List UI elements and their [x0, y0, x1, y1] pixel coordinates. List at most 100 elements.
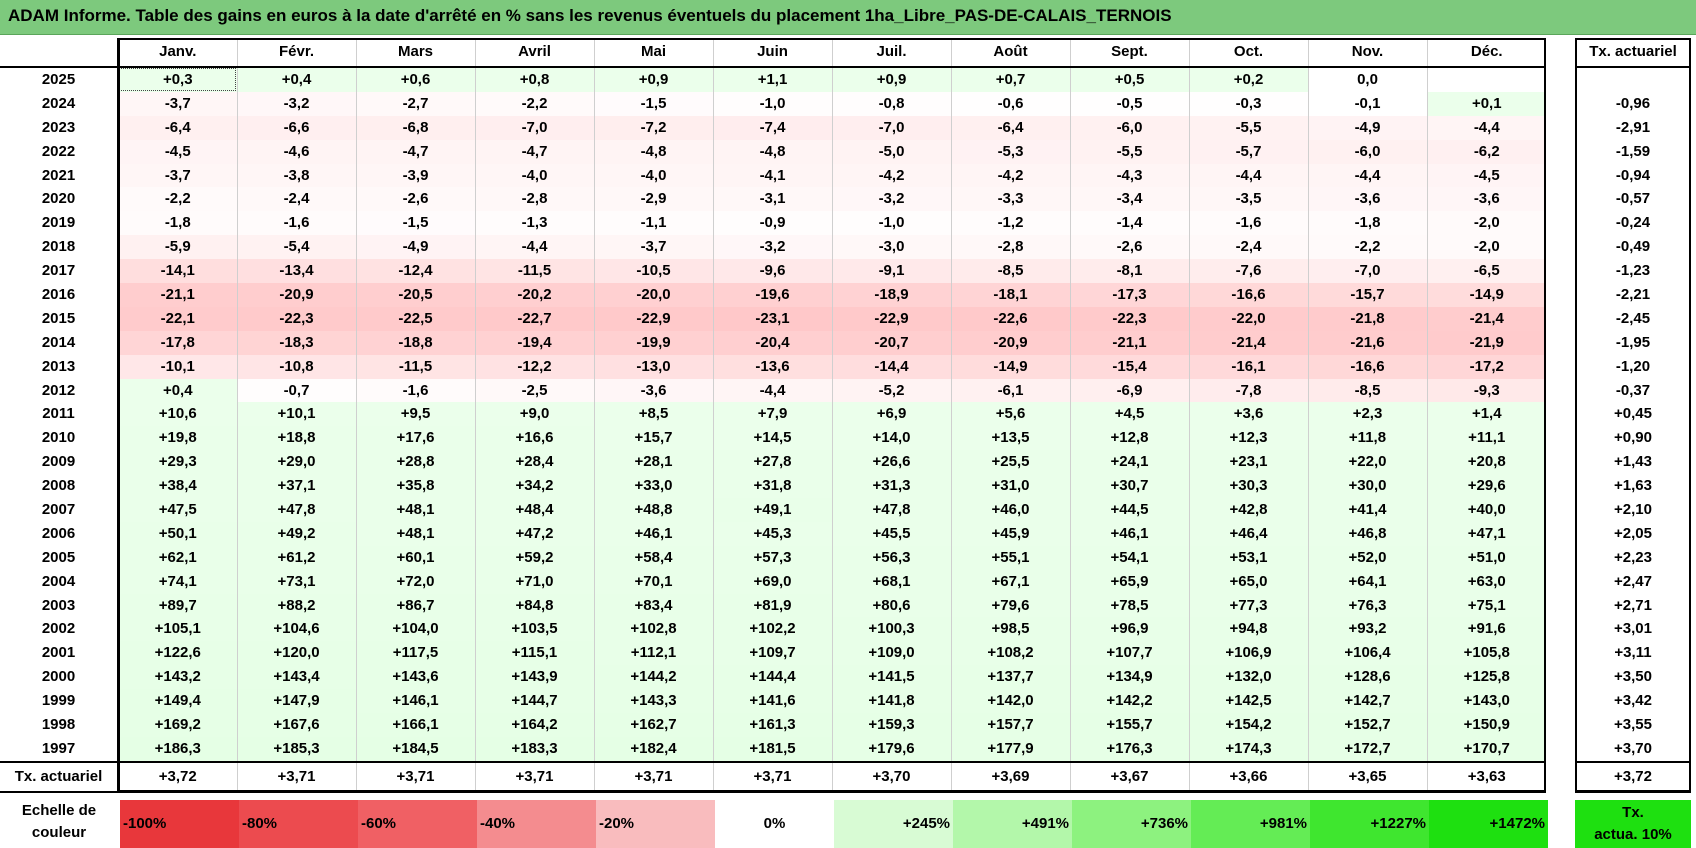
gain-cell[interactable]: -3,1 — [713, 187, 833, 212]
actuariel-month-cell[interactable]: +3,70 — [832, 760, 952, 793]
gain-cell[interactable]: -4,2 — [832, 163, 952, 188]
gain-cell[interactable]: -17,8 — [118, 330, 238, 355]
gain-cell[interactable]: -12,4 — [356, 259, 476, 284]
actuariel-cell[interactable]: -0,24 — [1615, 214, 1651, 232]
gain-cell[interactable]: -2,5 — [475, 378, 595, 403]
gain-cell[interactable]: -7,6 — [1189, 259, 1309, 284]
gain-cell[interactable]: +29,3 — [118, 450, 238, 475]
gain-cell[interactable]: -5,3 — [951, 139, 1071, 164]
gain-cell[interactable]: +53,1 — [1189, 545, 1309, 570]
gain-cell[interactable]: -5,4 — [237, 235, 357, 260]
gain-cell[interactable]: -7,4 — [713, 115, 833, 140]
gain-cell[interactable]: +47,8 — [237, 498, 357, 522]
gain-cell[interactable]: -6,0 — [1070, 115, 1190, 140]
gain-cell[interactable]: -14,9 — [1427, 283, 1546, 307]
gain-cell[interactable]: 0,0 — [1308, 67, 1428, 92]
gain-cell[interactable]: -1,8 — [1308, 211, 1428, 236]
gain-cell[interactable]: +77,3 — [1189, 593, 1309, 618]
gain-cell[interactable]: +16,6 — [475, 426, 595, 451]
gain-cell[interactable]: -22,7 — [475, 306, 595, 331]
gain-cell[interactable]: -7,0 — [832, 115, 952, 140]
gain-cell[interactable]: -9,6 — [713, 259, 833, 284]
gain-cell[interactable]: +0,9 — [832, 67, 952, 92]
gain-cell[interactable]: +10,1 — [237, 402, 357, 427]
gain-cell[interactable]: +143,4 — [237, 665, 357, 690]
gain-cell[interactable]: -9,3 — [1427, 378, 1546, 403]
gain-cell[interactable]: -15,4 — [1070, 354, 1190, 379]
gain-cell[interactable]: +46,1 — [1070, 521, 1190, 546]
gain-cell[interactable]: -19,6 — [713, 283, 833, 307]
gain-cell[interactable]: -4,3 — [1070, 163, 1190, 188]
gain-cell[interactable]: -2,0 — [1427, 211, 1546, 236]
gain-cell[interactable]: +57,3 — [713, 545, 833, 570]
gain-cell[interactable]: -4,4 — [1308, 163, 1428, 188]
gain-cell[interactable]: -16,6 — [1189, 283, 1309, 307]
gain-cell[interactable]: +75,1 — [1427, 593, 1546, 618]
gain-cell[interactable]: -7,2 — [594, 115, 714, 140]
gain-cell[interactable]: -6,4 — [951, 115, 1071, 140]
gain-cell[interactable]: -21,1 — [1070, 330, 1190, 355]
gain-cell[interactable]: +105,1 — [118, 617, 238, 642]
gain-cell[interactable]: +1,4 — [1427, 402, 1546, 427]
gain-cell[interactable]: +33,0 — [594, 474, 714, 499]
gain-cell[interactable]: +41,4 — [1308, 498, 1428, 522]
gain-cell[interactable]: -1,8 — [118, 211, 238, 236]
gain-cell[interactable]: +71,0 — [475, 569, 595, 594]
gain-cell[interactable]: +166,1 — [356, 713, 476, 737]
gain-cell[interactable]: +35,8 — [356, 474, 476, 499]
gain-cell[interactable]: +50,1 — [118, 521, 238, 546]
gain-cell[interactable]: +52,0 — [1308, 545, 1428, 570]
gain-cell[interactable]: +58,4 — [594, 545, 714, 570]
actuariel-cell[interactable]: -0,96 — [1615, 94, 1651, 112]
gain-cell[interactable]: -22,0 — [1189, 306, 1309, 331]
gain-cell[interactable]: +14,0 — [832, 426, 952, 451]
actuariel-cell[interactable]: +1,63 — [1614, 477, 1652, 495]
gain-cell[interactable]: +88,2 — [237, 593, 357, 618]
actuariel-month-cell[interactable]: +3,71 — [356, 760, 476, 793]
gain-cell[interactable]: -6,2 — [1427, 139, 1546, 164]
gain-cell[interactable]: -0,7 — [237, 378, 357, 403]
gain-cell[interactable]: -5,0 — [832, 139, 952, 164]
gain-cell[interactable]: +47,8 — [832, 498, 952, 522]
gain-cell[interactable]: +44,5 — [1070, 498, 1190, 522]
gain-cell[interactable]: -21,9 — [1427, 330, 1546, 355]
gain-cell[interactable]: +55,1 — [951, 545, 1071, 570]
gain-cell[interactable]: -0,6 — [951, 91, 1071, 116]
gain-cell[interactable]: +65,0 — [1189, 569, 1309, 594]
gain-cell[interactable]: +51,0 — [1427, 545, 1546, 570]
gain-cell[interactable]: -23,1 — [713, 306, 833, 331]
gain-cell[interactable]: -3,5 — [1189, 187, 1309, 212]
gain-cell[interactable]: +30,3 — [1189, 474, 1309, 499]
actuariel-cell[interactable]: +3,42 — [1614, 692, 1652, 710]
gain-cell[interactable]: +12,3 — [1189, 426, 1309, 451]
gain-cell[interactable]: -4,7 — [356, 139, 476, 164]
gain-cell[interactable]: +49,1 — [713, 498, 833, 522]
gain-cell[interactable]: +79,6 — [951, 593, 1071, 618]
gain-cell[interactable]: +170,7 — [1427, 736, 1546, 762]
actuariel-cell[interactable]: +3,55 — [1614, 715, 1652, 733]
gain-cell[interactable]: -4,8 — [713, 139, 833, 164]
gain-cell[interactable]: +30,0 — [1308, 474, 1428, 499]
gain-cell[interactable]: -5,5 — [1070, 139, 1190, 164]
gain-cell[interactable]: -4,5 — [1427, 163, 1546, 188]
gain-cell[interactable]: -3,4 — [1070, 187, 1190, 212]
actuariel-cell[interactable]: -2,91 — [1615, 118, 1651, 136]
gain-cell[interactable]: +29,0 — [237, 450, 357, 475]
gain-cell[interactable]: -2,4 — [237, 187, 357, 212]
gain-cell[interactable]: -3,7 — [118, 91, 238, 116]
gain-cell[interactable]: +15,7 — [594, 426, 714, 451]
gain-cell[interactable]: -14,9 — [951, 354, 1071, 379]
gain-cell[interactable]: +159,3 — [832, 713, 952, 737]
gain-cell[interactable]: +74,1 — [118, 569, 238, 594]
actuariel-cell[interactable]: -0,94 — [1615, 166, 1651, 184]
actuariel-cell[interactable]: -1,23 — [1615, 262, 1651, 280]
gain-cell[interactable]: +132,0 — [1189, 665, 1309, 690]
gain-cell[interactable]: -2,6 — [1070, 235, 1190, 260]
gain-cell[interactable]: +112,1 — [594, 641, 714, 666]
gain-cell[interactable]: +93,2 — [1308, 617, 1428, 642]
gain-cell[interactable]: +149,4 — [118, 689, 238, 714]
gain-cell[interactable]: -13,6 — [713, 354, 833, 379]
actuariel-cell[interactable]: -2,21 — [1615, 285, 1651, 303]
gain-cell[interactable]: -4,4 — [1189, 163, 1309, 188]
gain-cell[interactable]: -0,5 — [1070, 91, 1190, 116]
